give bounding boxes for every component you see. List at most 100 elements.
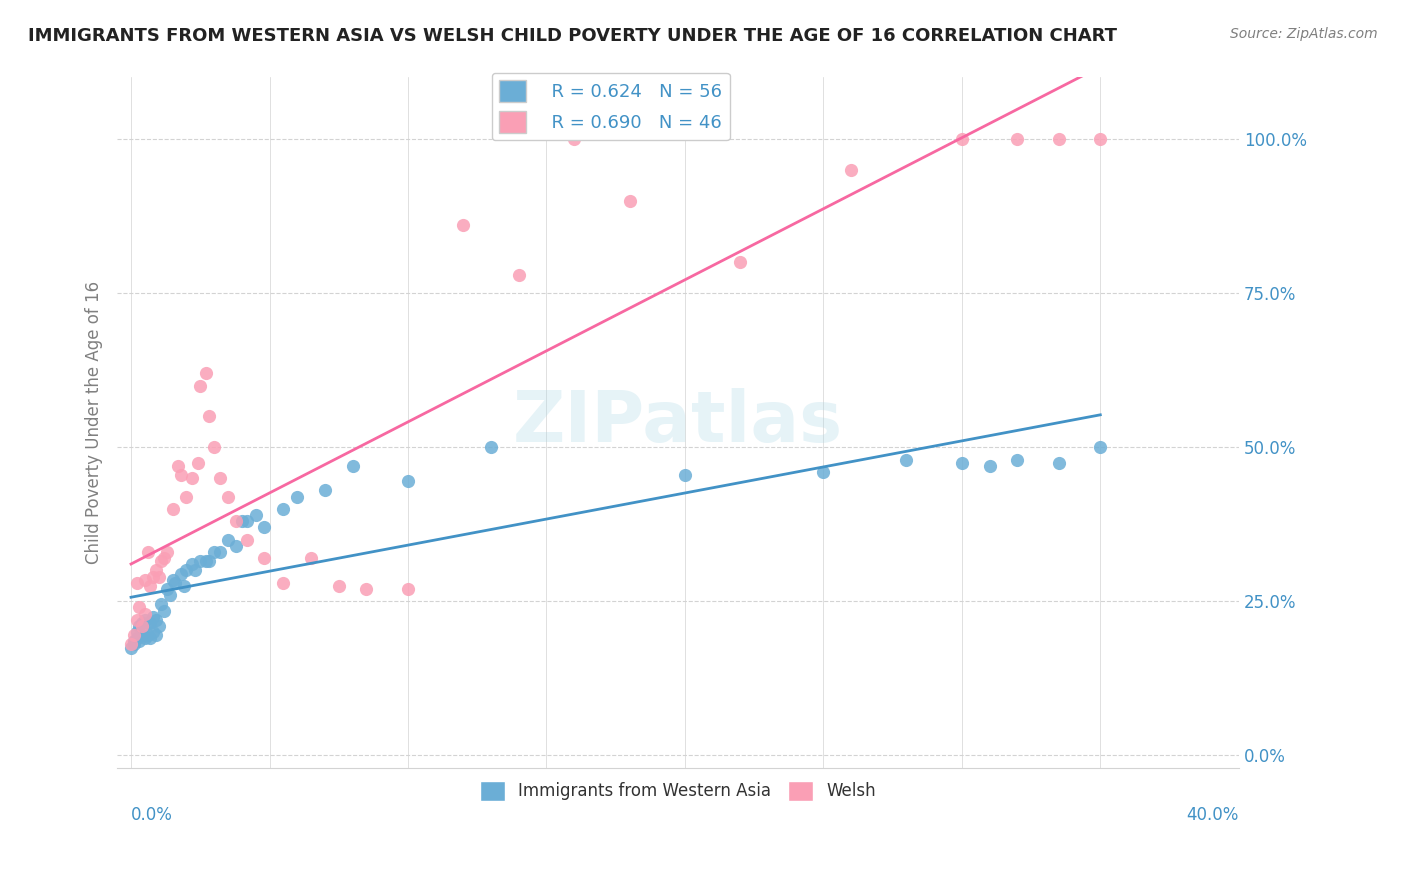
Point: [396, 474, 419, 488]
Point: [202, 545, 225, 559]
Point: [142, 609, 165, 624]
Point: [950, 132, 973, 146]
Point: [156, 582, 179, 596]
Point: [231, 514, 253, 528]
Point: [562, 132, 585, 146]
Point: [217, 490, 239, 504]
Point: [839, 162, 862, 177]
Point: [1005, 452, 1028, 467]
Point: [453, 219, 475, 233]
Point: [139, 615, 162, 630]
Point: [125, 613, 148, 627]
Point: [170, 467, 193, 482]
Point: [328, 579, 350, 593]
Point: [131, 615, 153, 630]
Point: [128, 634, 150, 648]
Point: [896, 452, 918, 467]
Point: [131, 619, 153, 633]
Point: [1090, 440, 1112, 454]
Point: [173, 579, 195, 593]
Point: [134, 607, 156, 621]
Point: [120, 640, 142, 655]
Point: [673, 467, 696, 482]
Point: [1090, 132, 1112, 146]
Point: [356, 582, 378, 596]
Point: [156, 545, 179, 559]
Point: [730, 255, 752, 269]
Point: [183, 564, 205, 578]
Point: [1047, 132, 1070, 146]
Point: [159, 588, 181, 602]
Point: [1047, 456, 1070, 470]
Point: [125, 625, 148, 640]
Point: [167, 458, 190, 473]
Point: [188, 378, 211, 392]
Point: [136, 615, 159, 630]
Point: [162, 573, 184, 587]
Point: [134, 632, 156, 646]
Point: [253, 520, 276, 534]
Point: [299, 551, 322, 566]
Point: [197, 554, 219, 568]
Point: [508, 268, 530, 282]
Point: [170, 566, 193, 581]
Point: [181, 558, 204, 572]
Point: [128, 619, 150, 633]
Point: [139, 579, 162, 593]
Text: IMMIGRANTS FROM WESTERN ASIA VS WELSH CHILD POVERTY UNDER THE AGE OF 16 CORRELAT: IMMIGRANTS FROM WESTERN ASIA VS WELSH CH…: [28, 27, 1118, 45]
Point: [194, 554, 217, 568]
Point: [273, 575, 295, 590]
Point: [125, 575, 148, 590]
Point: [236, 533, 259, 547]
Point: [134, 573, 156, 587]
Point: [479, 440, 502, 454]
Point: [314, 483, 336, 498]
Point: [150, 554, 173, 568]
Point: [619, 194, 641, 208]
Point: [285, 490, 308, 504]
Point: [153, 551, 176, 566]
Point: [236, 514, 259, 528]
Point: [145, 613, 167, 627]
Point: [134, 613, 156, 627]
Point: [181, 471, 204, 485]
Point: [217, 533, 239, 547]
Point: [225, 514, 247, 528]
Point: [142, 625, 165, 640]
Point: [245, 508, 267, 522]
Point: [120, 637, 142, 651]
Point: [273, 501, 295, 516]
Point: [122, 628, 145, 642]
Point: [979, 458, 1001, 473]
Point: [176, 490, 198, 504]
Point: [131, 628, 153, 642]
Point: [148, 619, 170, 633]
Point: [136, 545, 159, 559]
Point: [176, 564, 198, 578]
Point: [148, 569, 170, 583]
Point: [128, 600, 150, 615]
Point: [208, 545, 231, 559]
Point: [153, 603, 176, 617]
Point: [145, 564, 167, 578]
Point: [139, 632, 162, 646]
Y-axis label: Child Poverty Under the Age of 16: Child Poverty Under the Age of 16: [86, 281, 103, 564]
Point: [1005, 132, 1028, 146]
Text: 40.0%: 40.0%: [1187, 805, 1239, 823]
Point: [950, 456, 973, 470]
Point: [145, 628, 167, 642]
Point: [186, 456, 208, 470]
Text: Source: ZipAtlas.com: Source: ZipAtlas.com: [1230, 27, 1378, 41]
Point: [165, 575, 187, 590]
Point: [253, 551, 276, 566]
Point: [125, 632, 148, 646]
Point: [396, 582, 419, 596]
Point: [194, 366, 217, 380]
Point: [342, 458, 364, 473]
Point: [813, 465, 835, 479]
Point: [122, 634, 145, 648]
Point: [150, 598, 173, 612]
Point: [142, 569, 165, 583]
Point: [162, 501, 184, 516]
Point: [202, 440, 225, 454]
